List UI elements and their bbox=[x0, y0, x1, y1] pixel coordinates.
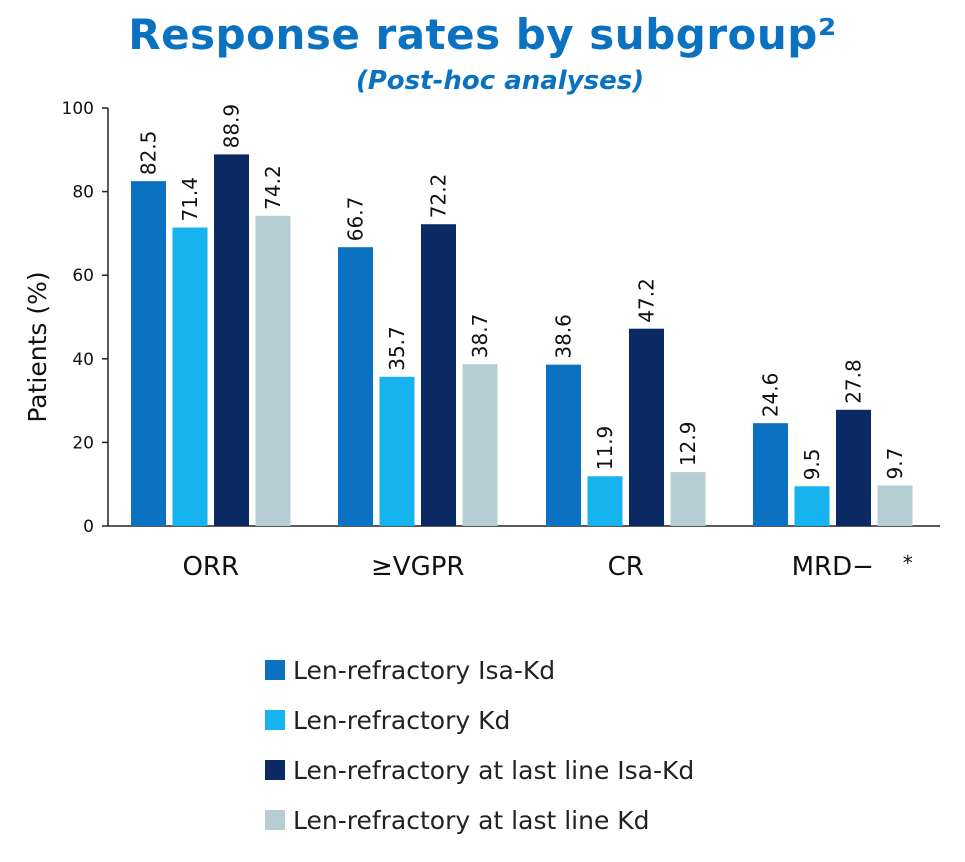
data-label: 66.7 bbox=[344, 197, 368, 242]
chart-subtitle: (Post-hoc analyses) bbox=[355, 66, 645, 96]
bar bbox=[877, 485, 913, 526]
bar bbox=[421, 224, 456, 527]
bar bbox=[172, 227, 208, 526]
bar bbox=[629, 328, 664, 526]
data-label: 74.2 bbox=[261, 165, 285, 210]
legend: Len-refractory Isa-Kd Len-refractory Kd Le… bbox=[265, 645, 694, 845]
bar bbox=[587, 476, 623, 526]
legend-label: Len-refractory Isa-Kd bbox=[293, 655, 556, 685]
legend-label: Len-refractory at last line Isa-Kd bbox=[293, 755, 695, 785]
data-label: 24.6 bbox=[759, 373, 783, 418]
bar bbox=[462, 364, 498, 526]
data-label: 12.9 bbox=[676, 422, 700, 467]
data-label: 38.7 bbox=[468, 314, 492, 359]
bar bbox=[546, 364, 581, 526]
bar bbox=[214, 154, 249, 526]
legend-label: Len-refractory Kd bbox=[293, 705, 511, 735]
data-label: 9.7 bbox=[883, 448, 907, 480]
data-label: 38.6 bbox=[552, 314, 576, 359]
bar bbox=[753, 423, 788, 526]
legend-swatch bbox=[265, 710, 285, 730]
bar bbox=[338, 247, 373, 526]
legend-item: Len-refractory Isa-Kd bbox=[265, 645, 694, 695]
chart-title: Response rates by subgroup² bbox=[128, 10, 837, 59]
x-tick-footnote-marker: * bbox=[903, 551, 913, 575]
legend-item: Len-refractory at last line Kd bbox=[265, 795, 694, 845]
legend-swatch bbox=[265, 810, 285, 830]
bar bbox=[670, 472, 706, 526]
y-tick-label: 100 bbox=[62, 99, 94, 119]
bar-chart: 0 20 40 60 80 100 Patients (%) 82.5 71.4 88.9 74.2… bbox=[23, 99, 940, 582]
y-tick-label: 20 bbox=[72, 433, 94, 453]
legend-swatch bbox=[265, 660, 285, 680]
bar bbox=[836, 409, 871, 526]
legend-item: Len-refractory Kd bbox=[265, 695, 694, 745]
x-tick-label: ≥VGPR bbox=[371, 552, 464, 582]
bar bbox=[131, 181, 166, 526]
y-axis-label: Patients (%) bbox=[23, 271, 52, 422]
y-tick-label: 40 bbox=[72, 350, 94, 370]
data-label: 35.7 bbox=[385, 326, 409, 371]
data-label: 47.2 bbox=[635, 278, 659, 323]
bar bbox=[379, 376, 415, 526]
data-label: 27.8 bbox=[842, 359, 866, 404]
bar bbox=[794, 486, 830, 526]
data-label: 11.9 bbox=[593, 426, 617, 471]
data-label: 9.5 bbox=[800, 448, 824, 480]
legend-item: Len-refractory at last line Isa-Kd bbox=[265, 745, 694, 795]
legend-label: Len-refractory at last line Kd bbox=[293, 805, 650, 835]
bar bbox=[255, 215, 291, 526]
x-tick-label: CR bbox=[608, 552, 644, 582]
x-tick-label: ORR bbox=[182, 552, 239, 582]
y-tick-label: 60 bbox=[72, 266, 94, 286]
legend-swatch bbox=[265, 760, 285, 780]
data-label: 88.9 bbox=[220, 104, 244, 149]
data-label: 82.5 bbox=[137, 131, 161, 176]
data-label: 72.2 bbox=[427, 174, 451, 219]
data-label: 71.4 bbox=[178, 177, 202, 222]
x-tick-label: MRD− bbox=[792, 552, 874, 582]
y-tick-label: 80 bbox=[72, 183, 94, 203]
y-tick-label: 0 bbox=[83, 517, 94, 537]
